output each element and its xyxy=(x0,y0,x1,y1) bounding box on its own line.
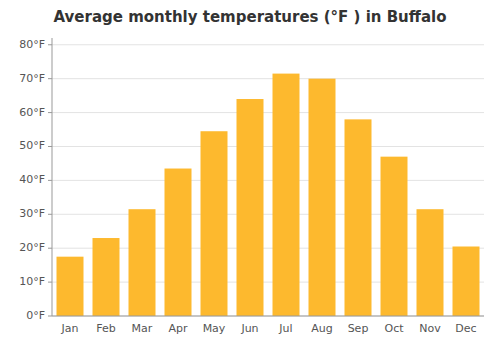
x-tick-label: Aug xyxy=(311,322,332,335)
grid-line xyxy=(52,112,484,113)
x-tick-label: Apr xyxy=(168,322,188,335)
chart-container: 0°F 10°F 20°F 30°F 40°F 50°F 60°F 70°F 80°F Jan Fe… xyxy=(0,0,500,350)
y-tick-label: 0°F xyxy=(26,309,45,322)
bars xyxy=(57,74,480,316)
x-axis: Jan Feb Mar Apr May Jun Jul Aug Sep Oct Nov Dec xyxy=(61,322,477,335)
x-tick-label: Mar xyxy=(132,322,153,335)
x-tick-label: Feb xyxy=(96,322,115,335)
y-tick-label: 80°F xyxy=(19,38,45,51)
chart-svg: 0°F 10°F 20°F 30°F 40°F 50°F 60°F 70°F 80°F Jan Fe… xyxy=(0,0,500,350)
bar xyxy=(417,209,444,316)
bar xyxy=(57,257,84,316)
y-tick xyxy=(48,44,52,45)
y-axis-line xyxy=(52,38,53,316)
bar xyxy=(129,209,156,316)
bar xyxy=(201,131,228,316)
y-tick xyxy=(48,146,52,147)
x-tick-label: Jul xyxy=(278,322,292,335)
y-tick-label: 40°F xyxy=(19,173,45,186)
x-tick-label: Jun xyxy=(240,322,258,335)
bar xyxy=(345,119,372,316)
x-tick-label: May xyxy=(203,322,226,335)
y-tick-label: 10°F xyxy=(19,275,45,288)
bar xyxy=(453,247,480,317)
x-tick-label: Jan xyxy=(61,322,79,335)
x-tick-label: Oct xyxy=(384,322,404,335)
x-tick-label: Dec xyxy=(455,322,476,335)
grid-line xyxy=(52,316,484,317)
y-tick xyxy=(48,180,52,181)
y-tick-label: 60°F xyxy=(19,106,45,119)
bar xyxy=(165,169,192,316)
y-tick xyxy=(48,214,52,215)
bar xyxy=(237,99,264,316)
y-tick xyxy=(48,316,52,317)
grid-line xyxy=(52,146,484,147)
y-tick xyxy=(48,112,52,113)
grid-line xyxy=(52,78,484,79)
grid-line xyxy=(52,44,484,45)
bar xyxy=(381,157,408,316)
bar xyxy=(309,79,336,316)
y-tick xyxy=(48,248,52,249)
y-tick xyxy=(48,282,52,283)
grid-line xyxy=(52,180,484,181)
y-tick xyxy=(48,78,52,79)
y-tick-label: 50°F xyxy=(19,139,45,152)
x-axis-line xyxy=(52,316,484,317)
x-tick-label: Nov xyxy=(419,322,441,335)
chart-title: Average monthly temperatures (°F ) in Bu… xyxy=(53,8,446,26)
bar xyxy=(93,238,120,316)
y-tick-label: 20°F xyxy=(19,241,45,254)
y-axis: 0°F 10°F 20°F 30°F 40°F 50°F 60°F 70°F 80°F xyxy=(19,38,484,322)
y-tick-label: 70°F xyxy=(19,72,45,85)
x-tick-label: Sep xyxy=(348,322,369,335)
bar xyxy=(273,74,300,316)
y-tick-label: 30°F xyxy=(19,207,45,220)
